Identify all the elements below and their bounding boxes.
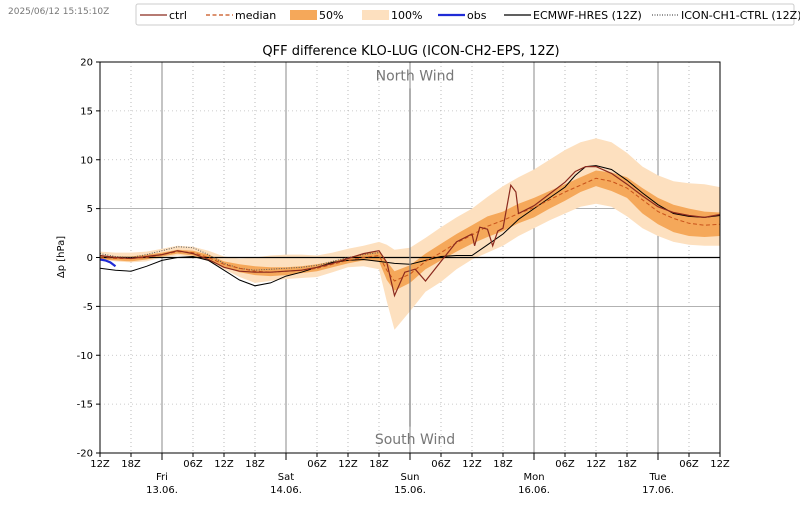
x-tick-label: 12Z bbox=[462, 459, 482, 470]
legend-label-p100: 100% bbox=[391, 9, 422, 22]
x-tick-label: 12Z bbox=[586, 459, 606, 470]
day-date-label: 17.06. bbox=[642, 485, 674, 496]
x-tick-label: 06Z bbox=[307, 459, 327, 470]
y-tick-label: -10 bbox=[77, 351, 93, 362]
south-wind-label: South Wind bbox=[375, 432, 455, 448]
y-tick-label: 10 bbox=[80, 155, 93, 166]
day-date-label: 15.06. bbox=[394, 485, 426, 496]
y-axis-label: Δp [hPa] bbox=[56, 236, 67, 278]
legend-swatch-p100 bbox=[362, 10, 389, 20]
band-50-percent bbox=[100, 170, 720, 291]
legend-label-obs: obs bbox=[467, 9, 487, 22]
ecmwf-hres-line bbox=[100, 165, 720, 287]
x-tick-label: 18Z bbox=[121, 459, 141, 470]
day-name-label: Sat bbox=[278, 472, 294, 483]
chart-title: QFF difference KLO-LUG (ICON-CH2-EPS, 12… bbox=[262, 44, 559, 59]
y-tick-label: -5 bbox=[83, 302, 93, 313]
x-tick-label: 06Z bbox=[555, 459, 575, 470]
legend-label-ecmwf: ECMWF-HRES (12Z) bbox=[533, 9, 642, 22]
day-name-label: Tue bbox=[648, 472, 666, 483]
day-date-label: 14.06. bbox=[270, 485, 302, 496]
y-tick-label: -20 bbox=[77, 449, 93, 460]
x-tick-label: 12Z bbox=[90, 459, 110, 470]
x-tick-label: 06Z bbox=[431, 459, 451, 470]
y-tick-label: 0 bbox=[87, 253, 93, 264]
obs-line bbox=[100, 258, 117, 268]
ctrl-line bbox=[100, 166, 720, 298]
legend-swatch-p50 bbox=[290, 10, 317, 20]
legend-label-ctrl: ctrl bbox=[169, 9, 187, 22]
y-tick-label: -15 bbox=[77, 400, 93, 411]
north-wind-label: North Wind bbox=[376, 69, 455, 85]
icon-ch1-ctrl-line bbox=[100, 246, 380, 271]
y-tick-label: 20 bbox=[80, 58, 93, 69]
day-name-label: Mon bbox=[523, 472, 544, 483]
x-tick-label: 12Z bbox=[214, 459, 234, 470]
day-name-label: Sun bbox=[400, 472, 419, 483]
median-line bbox=[100, 177, 720, 282]
day-date-label: 16.06. bbox=[518, 485, 550, 496]
y-tick-label: 5 bbox=[87, 204, 93, 215]
x-tick-label: 06Z bbox=[183, 459, 203, 470]
x-tick-label: 18Z bbox=[245, 459, 265, 470]
legend-label-p50: 50% bbox=[319, 9, 343, 22]
day-name-label: Fri bbox=[156, 472, 168, 483]
day-date-label: 13.06. bbox=[146, 485, 178, 496]
x-tick-label: 12Z bbox=[710, 459, 730, 470]
y-tick-label: 15 bbox=[80, 106, 93, 117]
x-tick-label: 18Z bbox=[493, 459, 513, 470]
legend: ctrl median 50% 100% obs ECMWF-HRES (12Z) ICON… bbox=[135, 3, 800, 26]
legend-label-median: median bbox=[235, 9, 276, 22]
x-tick-label: 18Z bbox=[617, 459, 637, 470]
x-tick-label: 18Z bbox=[369, 459, 389, 470]
legend-label-icon: ICON-CH1-CTRL (12Z) bbox=[681, 9, 800, 22]
x-tick-label: 06Z bbox=[679, 459, 699, 470]
timestamp: 2025/06/12 15:15:10Z bbox=[8, 7, 110, 17]
x-tick-label: 12Z bbox=[338, 459, 358, 470]
